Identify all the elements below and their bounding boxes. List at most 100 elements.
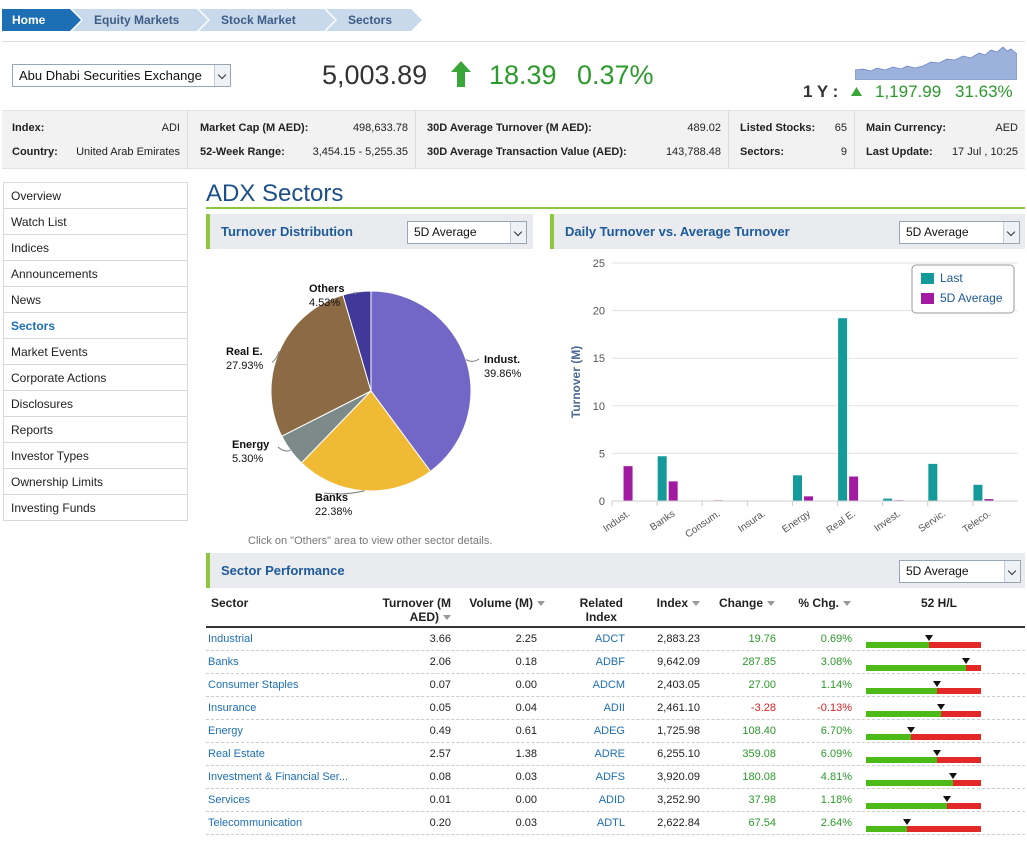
range-bar-low-segment	[866, 642, 929, 648]
turnover-cell: 2.06	[429, 656, 451, 668]
divider	[2, 41, 1025, 42]
table-row[interactable]: Services 0.01 0.00 ADID 3,252.90 37.98 1.18%	[206, 789, 1025, 812]
index-cell: 3,252.90	[657, 794, 700, 806]
sector-link[interactable]: Investment & Financial Ser...	[208, 771, 349, 783]
related-index-link[interactable]: ADID	[598, 794, 625, 806]
range-bar-high-segment	[907, 826, 981, 832]
info-value: 143,788.48	[665, 146, 721, 158]
breadcrumb-equity-markets[interactable]: Equity Markets	[72, 9, 208, 31]
daily-period-select[interactable]: 5D Average	[899, 221, 1020, 244]
table-row[interactable]: Industrial 3.66 2.25 ADCT 2,883.23 19.76 0.69%	[206, 628, 1025, 651]
sidebar-item-corporate-actions[interactable]: Corporate Actions	[3, 365, 188, 391]
x-tick-label: Invest.	[872, 508, 902, 534]
pie-slice-indust[interactable]	[370, 290, 472, 473]
sector-link[interactable]: Services	[208, 794, 251, 806]
sidebar-item-investor-types[interactable]: Investor Types	[3, 443, 188, 469]
breadcrumb-sectors[interactable]: Sectors	[326, 9, 422, 31]
select-value: 5D Average	[906, 564, 969, 578]
sector-link[interactable]: Industrial	[208, 633, 253, 645]
info-label: Country:	[12, 146, 58, 158]
sector-link[interactable]: Real Estate	[208, 748, 265, 760]
info-label: Main Currency:	[866, 122, 947, 134]
range-bar-high-segment	[929, 642, 981, 648]
table-row[interactable]: Telecommunication 0.20 0.03 ADTL 2,622.84 67.…	[206, 812, 1025, 835]
sidebar-item-news[interactable]: News	[3, 287, 188, 313]
x-tick-label: Teleco.	[961, 508, 993, 535]
related-index-link[interactable]: ADCT	[595, 633, 625, 645]
related-index-link[interactable]: ADCM	[592, 679, 625, 691]
range-bar-low-segment	[866, 757, 937, 763]
sort-icon	[843, 601, 851, 607]
sector-link[interactable]: Consumer Staples	[208, 679, 299, 691]
range-marker-icon	[907, 727, 915, 733]
x-tick-label: Real E.	[825, 508, 858, 536]
sector-link[interactable]: Insurance	[208, 702, 257, 714]
pie-slice-reale[interactable]	[270, 294, 372, 437]
pie-slice-pct: 22.38%	[315, 506, 353, 518]
info-label: Sectors:	[740, 146, 785, 158]
sidebar-item-indices[interactable]: Indices	[3, 235, 188, 261]
range-bar-low-segment	[866, 734, 911, 740]
sidebar-item-watch-list[interactable]: Watch List	[3, 209, 188, 235]
sidebar-item-market-events[interactable]: Market Events	[3, 339, 188, 365]
sector-link[interactable]: Energy	[208, 725, 243, 737]
table-row[interactable]: Investment & Financial Ser... 0.08 0.03 ADF…	[206, 766, 1025, 789]
range-marker-icon	[903, 819, 911, 825]
index-cell: 3,920.09	[657, 771, 700, 783]
related-index-link[interactable]: ADBF	[595, 656, 625, 668]
header-text: AED)	[409, 610, 439, 624]
sidebar-item-overview[interactable]: Overview	[3, 183, 188, 209]
range-bar-52-week	[866, 796, 981, 809]
info-label: Listed Stocks:	[740, 122, 816, 134]
range-bar-high-segment	[941, 711, 981, 717]
sidebar-item-investing-funds[interactable]: Investing Funds	[3, 495, 188, 521]
sidebar-item-announcements[interactable]: Announcements	[3, 261, 188, 287]
breadcrumb-home[interactable]: Home	[2, 9, 81, 31]
column-header-related-index[interactable]: Related Index	[580, 596, 623, 624]
related-index-link[interactable]: ADFS	[595, 771, 625, 783]
sidebar-item-sectors[interactable]: Sectors	[3, 313, 188, 339]
column-header-volume[interactable]: Volume (M)	[469, 596, 545, 610]
performance-period-select[interactable]: 5D Average	[899, 560, 1021, 583]
table-row[interactable]: Banks 2.06 0.18 ADBF 9,642.09 287.85 3.08%	[206, 651, 1025, 674]
x-tick-label: Banks	[648, 508, 677, 533]
pie-slice-banks[interactable]	[300, 390, 432, 492]
turnover-period-select[interactable]: 5D Average	[407, 221, 527, 244]
y-axis-title: Turnover (M)	[569, 346, 583, 418]
pie-slice-pct: 4.53%	[309, 297, 340, 309]
sidebar-item-disclosures[interactable]: Disclosures	[3, 391, 188, 417]
related-index-link[interactable]: ADEG	[593, 725, 625, 737]
select-value: 5D Average	[906, 225, 969, 239]
column-header-52-hl: 52 H/L	[921, 596, 958, 610]
range-bar-low-segment	[866, 688, 937, 694]
sector-link[interactable]: Banks	[208, 656, 239, 668]
table-row[interactable]: Real Estate 2.57 1.38 ADRE 6,255.10 359.08 6.0…	[206, 743, 1025, 766]
volume-cell: 0.03	[515, 771, 537, 783]
pie-slice-others[interactable]	[342, 290, 372, 392]
pie-label-connector	[277, 446, 291, 452]
related-index-link[interactable]: ADTL	[596, 817, 625, 829]
info-label: Last Update:	[866, 146, 933, 158]
pie-label-connector	[323, 490, 365, 495]
related-index-link[interactable]: ADRE	[594, 748, 625, 760]
sidebar-item-reports[interactable]: Reports	[3, 417, 188, 443]
table-row[interactable]: Energy 0.49 0.61 ADEG 1,725.98 108.40 6.70%	[206, 720, 1025, 743]
sidebar-item-ownership-limits[interactable]: Ownership Limits	[3, 469, 188, 495]
turnover-pie-chart[interactable]: Indust. 39.86% Banks 22.38% Energy 5.30% Real …	[206, 255, 540, 527]
column-header-index[interactable]: Index	[657, 596, 700, 610]
column-header-sector[interactable]: Sector	[211, 596, 249, 610]
column-header-turnover[interactable]: Turnover (M AED)	[383, 596, 451, 624]
index-cell: 1,725.98	[657, 725, 700, 737]
volume-cell: 0.18	[515, 656, 537, 668]
column-header-pct-change[interactable]: % Chg.	[798, 596, 851, 610]
pie-slice-label: Indust.	[484, 354, 520, 366]
table-row[interactable]: Insurance 0.05 0.04 ADII 2,461.10 -3.28 -0.13%	[206, 697, 1025, 720]
exchange-select[interactable]: Abu Dhabi Securities Exchange	[12, 64, 231, 87]
pct-change-cell: 6.09%	[820, 748, 852, 760]
related-index-link[interactable]: ADII	[603, 702, 625, 714]
breadcrumb-stock-market[interactable]: Stock Market	[199, 9, 335, 31]
table-row[interactable]: Consumer Staples 0.07 0.00 ADCM 2,403.05 27.0…	[206, 674, 1025, 697]
bar-last	[657, 456, 667, 501]
sector-link[interactable]: Telecommunication	[208, 817, 303, 829]
column-header-change[interactable]: Change	[719, 596, 775, 610]
